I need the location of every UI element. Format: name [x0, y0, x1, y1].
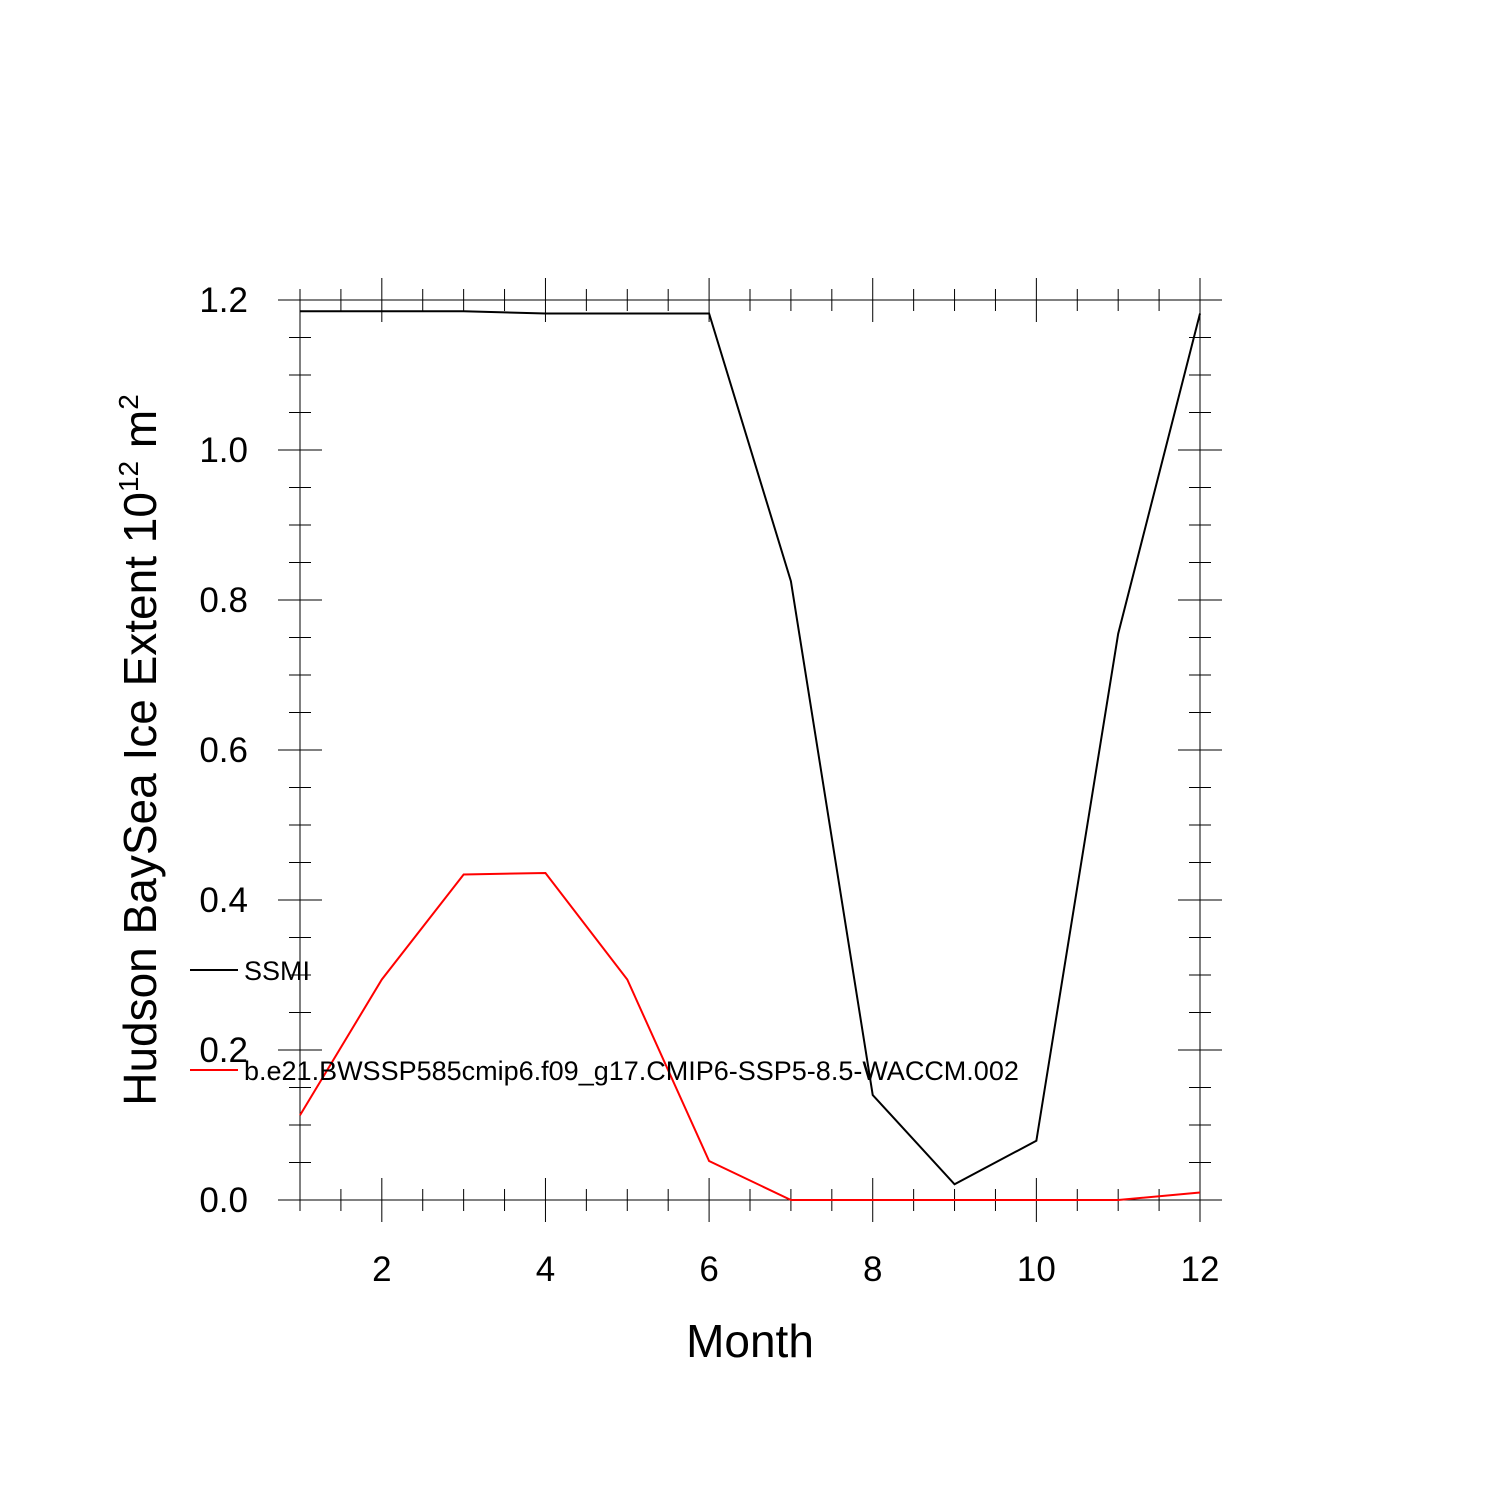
y-tick-label: 0.6	[199, 731, 248, 770]
x-axis-title: Month	[686, 1315, 814, 1367]
y-axis-title-main: Hudson BaySea Ice Extent 10	[114, 492, 166, 1106]
y-axis-title-unit-power: 2	[113, 394, 144, 410]
x-tick-label: 6	[699, 1250, 718, 1289]
y-tick-label: 1.2	[199, 281, 248, 320]
y-axis-title-exponent: 12	[113, 461, 144, 492]
legend-label-waccm: b.e21.BWSSP585cmip6.f09_g17.CMIP6-SSP5-8…	[244, 1056, 1019, 1086]
y-tick-label: 0.4	[199, 881, 248, 920]
y-tick-label: 0.2	[199, 1031, 248, 1070]
x-tick-label: 12	[1181, 1250, 1220, 1289]
series-layer	[299, 310, 1201, 1201]
legend: SSMI b.e21.BWSSP585cmip6.f09_g17.CMIP6-S…	[190, 956, 1019, 1086]
y-axis-title-unit: m	[114, 410, 166, 461]
series-line-ssmi	[300, 310, 1201, 1186]
y-tick-label: 0.8	[199, 581, 248, 620]
tick-labels: 2 4 6 8 10 12 0.0 0.2 0.4 0.6 0.8 1.0 1.2	[199, 281, 1219, 1289]
y-tick-label: 1.0	[199, 431, 248, 470]
x-tick-label: 8	[863, 1250, 882, 1289]
series-line-waccm	[299, 871, 1201, 1201]
x-tick-label: 10	[1017, 1250, 1056, 1289]
x-tick-label: 2	[372, 1250, 391, 1289]
y-tick-label: 0.0	[199, 1181, 248, 1220]
x-tick-label: 4	[536, 1250, 555, 1289]
legend-label-ssmi: SSMI	[244, 956, 310, 986]
y-axis-title: Hudson BaySea Ice Extent 1012 m2	[113, 394, 166, 1106]
